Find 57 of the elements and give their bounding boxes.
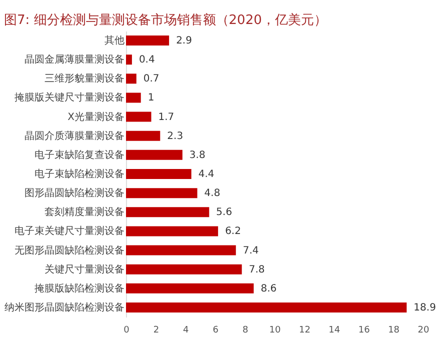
y-tick-label: 纳米图形晶圆缺陷检测设备 xyxy=(4,301,124,314)
data-label: 4.4 xyxy=(198,169,214,180)
y-tick-label: 无图形晶圆缺陷检测设备 xyxy=(14,244,124,256)
bar xyxy=(126,283,254,294)
y-tick-label: 掩膜版缺陷检测设备 xyxy=(34,282,124,294)
data-label: 3.8 xyxy=(189,150,206,161)
chart-title: 图7: 细分检测与量测设备市场销售额（2020，亿美元） xyxy=(4,12,327,28)
y-tick-label: 电子束缺陷复查设备 xyxy=(34,148,124,161)
data-label: 8.6 xyxy=(260,283,277,294)
bar xyxy=(126,36,170,46)
y-tick-label: 电子束关键尺寸量测设备 xyxy=(14,225,124,238)
x-tick-label: 4 xyxy=(183,326,190,336)
bar xyxy=(126,188,198,198)
y-tick-label: X光量测设备 xyxy=(68,110,124,123)
bar xyxy=(126,150,182,160)
y-tick-label: 晶圆介质薄膜量测设备 xyxy=(24,130,124,142)
data-label: 4.8 xyxy=(204,188,220,200)
bar xyxy=(126,245,236,256)
y-tick-label: 套刻精度量测设备 xyxy=(44,206,124,218)
x-tick-label: 20 xyxy=(418,326,430,336)
x-tick-label: 16 xyxy=(358,326,370,336)
bar xyxy=(126,302,407,312)
y-tick-label: 图形晶圆缺陷检测设备 xyxy=(24,187,124,200)
data-label: 1.7 xyxy=(158,112,174,123)
y-tick-label: 其他 xyxy=(104,34,124,47)
bar xyxy=(126,264,242,274)
x-tick-label: 10 xyxy=(269,326,281,336)
x-tick-label: 14 xyxy=(328,326,340,336)
bar xyxy=(126,169,192,179)
x-tick-label: 0 xyxy=(124,326,130,336)
bar xyxy=(126,207,210,218)
x-tick-label: 18 xyxy=(388,326,400,336)
y-tick-label: 关键尺寸量测设备 xyxy=(44,263,124,276)
x-tick-label: 8 xyxy=(242,326,248,336)
x-tick-label: 6 xyxy=(212,326,219,336)
y-tick-label: 电子束缺陷检测设备 xyxy=(34,168,124,180)
bar xyxy=(126,74,136,84)
data-label: 5.6 xyxy=(216,207,232,218)
bar xyxy=(126,92,141,103)
bar xyxy=(126,112,152,122)
y-tick-label: 掩膜版关键尺寸量测设备 xyxy=(14,92,124,104)
bar xyxy=(126,130,160,141)
data-label: 1 xyxy=(148,92,154,104)
data-label: 0.7 xyxy=(143,74,160,85)
data-label: 2.9 xyxy=(176,36,192,47)
data-label: 0.4 xyxy=(138,54,155,66)
bar xyxy=(126,54,132,65)
y-tick-label: 晶圆金属薄膜量测设备 xyxy=(24,54,124,66)
data-label: 6.2 xyxy=(225,226,241,238)
data-label: 2.3 xyxy=(167,130,184,142)
y-tick-label: 三维形貌量测设备 xyxy=(44,72,124,85)
data-label: 7.4 xyxy=(242,245,259,256)
data-label: 18.9 xyxy=(414,302,436,314)
x-tick-label: 2 xyxy=(153,326,160,336)
x-tick-label: 12 xyxy=(298,326,310,336)
bar xyxy=(126,226,218,236)
data-label: 7.8 xyxy=(248,264,265,276)
